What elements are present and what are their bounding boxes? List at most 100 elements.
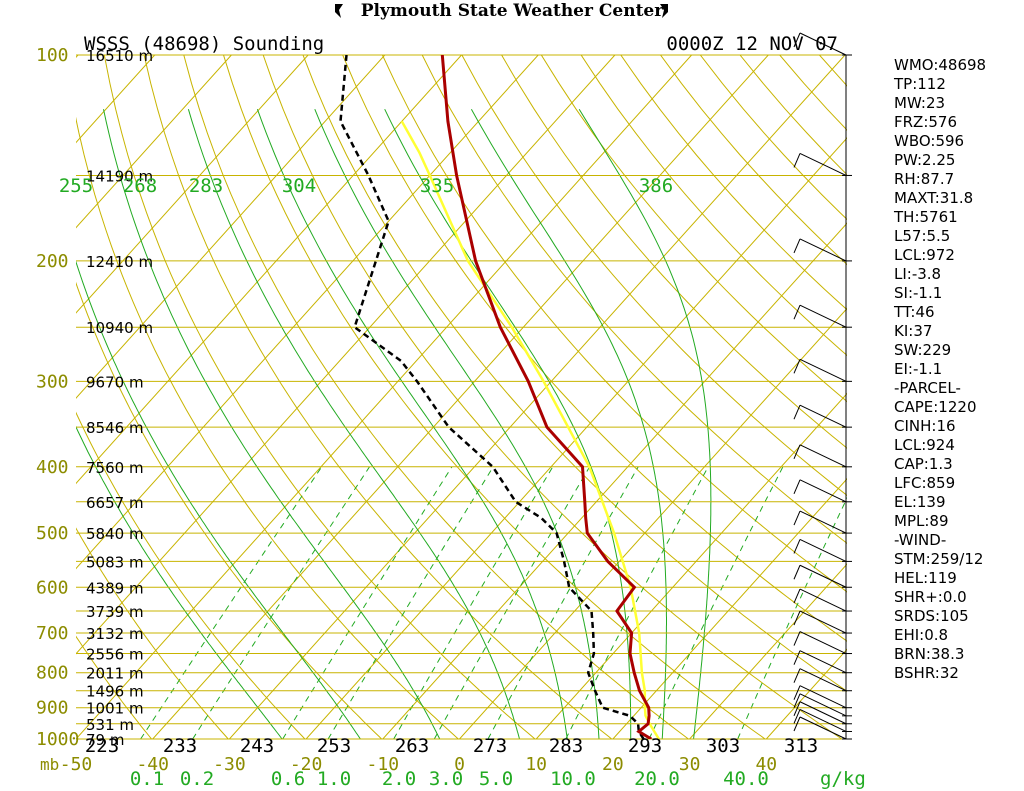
- index-entry: CINH:16: [894, 417, 956, 435]
- index-entry: WMO:48698: [894, 56, 986, 74]
- wind-barb: [799, 685, 847, 709]
- wind-barb-feather: [793, 631, 801, 646]
- wind-barb: [799, 588, 847, 612]
- isotherm-line: [76, 55, 386, 399]
- theta-label: 283: [549, 735, 583, 757]
- pressure-tick-label: 600: [36, 577, 69, 598]
- wind-barb-feather: [793, 709, 801, 724]
- index-entry: STM:259/12: [894, 550, 983, 568]
- x-axis-unit: mb: [40, 755, 59, 774]
- mixing-ratio-label: 1.0: [317, 768, 351, 790]
- theta-label: 243: [240, 735, 274, 757]
- dewpoint-profile: [339, 55, 645, 739]
- index-entry: EI:-1.1: [894, 360, 942, 378]
- mixing-ratio-label: 40.0: [723, 768, 769, 790]
- wind-barb: [799, 701, 847, 725]
- pressure-tick-label: 900: [36, 698, 69, 719]
- wind-barb-feather: [793, 304, 801, 320]
- parcel-trace: [400, 120, 660, 739]
- height-label: 531 m: [86, 716, 134, 734]
- height-label: 5083 m: [86, 553, 144, 571]
- wind-barb: [799, 510, 847, 534]
- theta-label: 293: [628, 735, 662, 757]
- index-entry: SW:229: [894, 341, 951, 359]
- wind-barb-feather: [793, 610, 801, 626]
- theta-label: 303: [706, 735, 740, 757]
- height-label: 79 m: [86, 731, 124, 749]
- moist-adiabat: [470, 108, 667, 739]
- theta-e-label: 304: [282, 175, 316, 197]
- station-title: WSSS (48698) Sounding: [84, 33, 324, 55]
- isotherm-line: [689, 563, 847, 739]
- pressure-tick-label: 100: [36, 45, 69, 66]
- wind-barb-feather: [793, 479, 801, 494]
- wind-barb-feather: [793, 404, 801, 420]
- pressure-tick-label: 300: [36, 371, 69, 392]
- time-title: 0000Z 12 NOV 07: [666, 33, 838, 55]
- height-label: 2011 m: [86, 665, 144, 683]
- index-entry: FRZ:576: [894, 113, 957, 131]
- index-entry: -WIND-: [894, 531, 946, 549]
- height-label: 10940 m: [86, 319, 153, 337]
- wind-barb-feather: [793, 668, 801, 683]
- wind-barb-feather: [793, 650, 801, 665]
- temperature-tick-label: -40: [136, 754, 169, 775]
- theta-e-label: 268: [123, 175, 157, 197]
- index-entry: LCL:924: [894, 436, 955, 454]
- moist-adiabat: [187, 109, 521, 739]
- index-entry: TP:112: [893, 75, 946, 93]
- temperature-tick-label: -50: [60, 754, 93, 775]
- index-entry: MAXT:31.8: [894, 189, 973, 207]
- mixing-ratio-label: 2.0: [382, 768, 416, 790]
- header: Plymouth State Weather Center WSSS (4869…: [84, 1, 838, 55]
- wind-barb: [799, 479, 847, 503]
- pressure-tick-label: 700: [36, 623, 69, 644]
- height-label: 1496 m: [86, 683, 144, 701]
- moist-adiabat: [384, 108, 632, 739]
- index-entry: KI:37: [894, 322, 932, 340]
- mixing-ratio-label: 0.1: [130, 768, 164, 790]
- index-entry: BRN:38.3: [894, 645, 964, 663]
- theta-label: 253: [317, 735, 351, 757]
- pressure-tick-label: 400: [36, 457, 69, 478]
- dry-adiabat: [76, 635, 153, 739]
- isotherm-line: [76, 55, 616, 655]
- height-label: 6657 m: [86, 494, 144, 512]
- height-label: 8546 m: [86, 419, 144, 437]
- wind-barb-feather: [793, 153, 801, 168]
- wind-barb: [799, 564, 847, 588]
- isotherm-line: [382, 222, 847, 739]
- isotherm-line: [459, 307, 847, 739]
- moist-adiabat: [103, 109, 441, 739]
- center-title: Plymouth State Weather Center: [361, 1, 664, 21]
- height-label: 3739 m: [86, 603, 144, 621]
- dry-adiabat: [76, 527, 229, 739]
- height-label: 14190 m: [86, 167, 153, 185]
- wind-barb: [799, 238, 847, 262]
- dry-adiabat: [76, 411, 306, 739]
- mixing-ratio-label: 10.0: [550, 768, 596, 790]
- index-entry: TT:46: [893, 303, 935, 321]
- wind-barb: [799, 631, 847, 654]
- index-entry: CAPE:1220: [894, 398, 977, 416]
- height-label: 4389 m: [86, 579, 144, 597]
- moist-adiabat: [256, 109, 568, 739]
- height-label: 2556 m: [86, 646, 144, 664]
- index-entry: -PARCEL-: [894, 379, 961, 397]
- moist-adiabat: [76, 260, 361, 739]
- pressure-tick-label: 1000: [36, 729, 79, 750]
- wind-barb-feather: [793, 565, 801, 580]
- temperature-tick-label: 0: [454, 754, 465, 775]
- theta-label: 313: [784, 735, 818, 757]
- height-label: 1001 m: [86, 700, 144, 718]
- index-entry: CAP:1.3: [894, 455, 953, 473]
- height-label: 12410 m: [86, 253, 153, 271]
- isotherm-line: [612, 478, 847, 739]
- wind-barb-feather: [793, 444, 801, 460]
- wind-barb-feather: [793, 32, 801, 48]
- isotherm-line: [152, 55, 769, 739]
- isotherm-line: [76, 55, 539, 570]
- moist-adiabat: [578, 108, 712, 739]
- wind-barb: [799, 152, 847, 176]
